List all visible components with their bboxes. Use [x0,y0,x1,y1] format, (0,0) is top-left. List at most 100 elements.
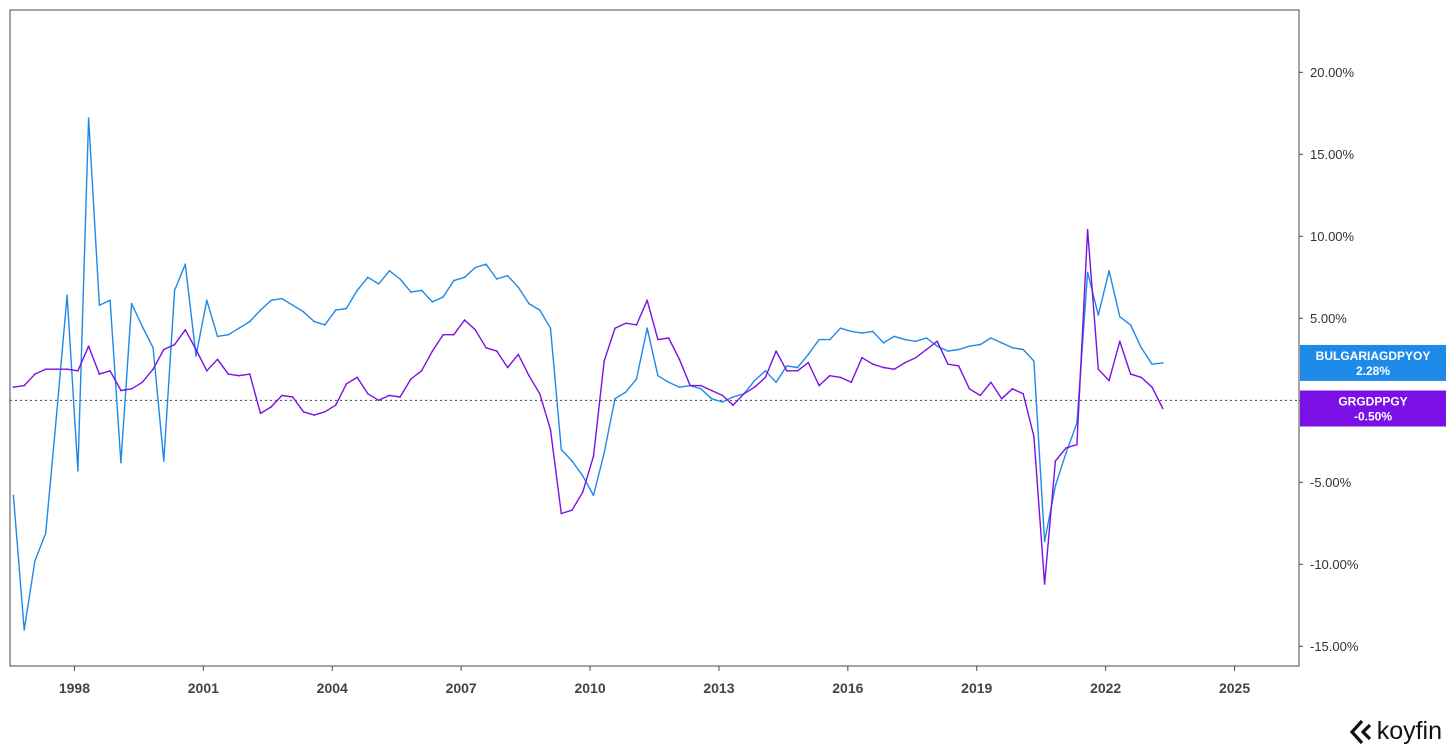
data-point-bulgariagdpyoy [1033,360,1035,362]
y-tick-label: 10.00% [1310,229,1355,244]
data-point-grgdppgy [474,329,477,331]
data-point-bulgariagdpyoy [420,289,423,292]
data-point-bulgariagdpyoy [957,348,960,351]
data-point-grgdppgy [44,368,47,371]
data-point-grgdppgy [1086,229,1089,231]
data-point-grgdppgy [291,396,294,398]
data-point-bulgariagdpyoy [624,391,627,393]
data-point-bulgariagdpyoy [818,338,820,341]
data-point-bulgariagdpyoy [324,324,326,326]
data-point-grgdppgy [957,365,960,367]
data-point-bulgariagdpyoy [485,263,487,266]
data-point-bulgariagdpyoy [914,340,917,343]
data-point-bulgariagdpyoy [990,337,992,339]
data-point-bulgariagdpyoy [603,452,605,454]
data-point-bulgariagdpyoy [560,448,563,451]
data-point-bulgariagdpyoy [1129,324,1132,326]
data-point-grgdppgy [120,389,122,392]
data-point-grgdppgy [141,381,144,384]
data-point-bulgariagdpyoy [786,365,788,367]
data-point-grgdppgy [646,299,648,302]
data-point-bulgariagdpyoy [120,461,122,464]
data-point-grgdppgy [1054,460,1057,462]
data-point-bulgariagdpyoy [549,327,552,330]
data-point-grgdppgy [1000,397,1003,400]
data-point-grgdppgy [764,376,767,379]
data-point-grgdppgy [549,429,552,431]
data-point-grgdppgy [872,363,874,366]
koyfin-logo-text: koyfin [1376,717,1442,745]
data-point-bulgariagdpyoy [1151,363,1153,366]
data-point-bulgariagdpyoy [1097,314,1100,316]
data-point-grgdppgy [420,370,423,372]
data-point-bulgariagdpyoy [1108,270,1110,272]
data-point-grgdppgy [700,384,702,387]
data-point-grgdppgy [775,350,777,352]
data-point-bulgariagdpyoy [1022,348,1024,351]
data-point-grgdppgy [12,386,15,389]
data-point-grgdppgy [990,381,992,384]
data-point-grgdppgy [635,324,638,326]
data-point-grgdppgy [216,358,219,361]
data-point-bulgariagdpyoy [829,338,831,341]
data-point-grgdppgy [979,394,981,397]
data-point-bulgariagdpyoy [646,327,648,330]
data-point-grgdppgy [786,370,788,372]
data-point-grgdppgy [581,491,584,494]
data-point-grgdppgy [936,340,938,343]
data-point-bulgariagdpyoy [721,401,724,403]
data-point-bulgariagdpyoy [807,353,810,356]
data-point-bulgariagdpyoy [238,327,240,330]
data-point-bulgariagdpyoy [839,327,842,330]
data-point-bulgariagdpyoy [496,278,498,280]
data-point-grgdppgy [1097,368,1100,371]
data-point-grgdppgy [592,455,595,457]
data-point-bulgariagdpyoy [1065,452,1067,454]
data-point-bulgariagdpyoy [732,396,734,398]
data-point-bulgariagdpyoy [173,289,176,292]
data-point-grgdppgy [109,370,111,372]
data-point-grgdppgy [925,348,928,351]
data-point-grgdppgy [173,343,176,346]
data-point-grgdppgy [281,394,283,397]
data-point-grgdppgy [1033,435,1035,438]
data-point-bulgariagdpyoy [249,320,251,323]
data-point-bulgariagdpyoy [667,381,670,384]
series-line-grgdppgy [13,229,1164,585]
data-point-bulgariagdpyoy [399,278,401,280]
data-point-bulgariagdpyoy [302,311,305,313]
data-point-bulgariagdpyoy [152,347,154,349]
data-point-bulgariagdpyoy [431,301,434,303]
koyfin-logo-icon [1349,719,1371,744]
y-tick-label: -10.00% [1310,557,1359,572]
data-point-bulgariagdpyoy [334,309,337,311]
data-point-bulgariagdpyoy [259,309,262,311]
badge-background [1300,390,1446,427]
data-point-bulgariagdpyoy [12,494,15,497]
data-point-grgdppgy [87,345,90,348]
y-tick-label: 5.00% [1310,311,1347,326]
data-point-grgdppgy [324,411,326,413]
data-point-bulgariagdpyoy [34,560,36,562]
data-point-bulgariagdpyoy [592,494,595,497]
x-tick-label: 2013 [703,680,734,696]
data-point-bulgariagdpyoy [614,397,616,400]
data-point-grgdppgy [893,368,896,371]
data-point-grgdppgy [807,361,810,364]
x-axis: 1998 2001 2004 2007 2010 2013 2016 2019 2022 2025 [59,666,1250,696]
data-point-grgdppgy [388,394,391,397]
data-point-grgdppgy [743,393,745,395]
data-point-grgdppgy [23,384,26,387]
data-point-grgdppgy [34,373,36,375]
y-tick-label: 15.00% [1310,147,1355,162]
data-point-grgdppgy [839,376,842,379]
data-point-bulgariagdpyoy [281,297,283,300]
data-point-grgdppgy [1065,447,1067,449]
data-point-bulgariagdpyoy [410,291,412,293]
data-point-bulgariagdpyoy [872,330,874,333]
data-point-bulgariagdpyoy [657,374,659,377]
data-point-bulgariagdpyoy [861,332,863,334]
data-point-bulgariagdpyoy [968,345,971,348]
data-point-bulgariagdpyoy [206,299,208,302]
